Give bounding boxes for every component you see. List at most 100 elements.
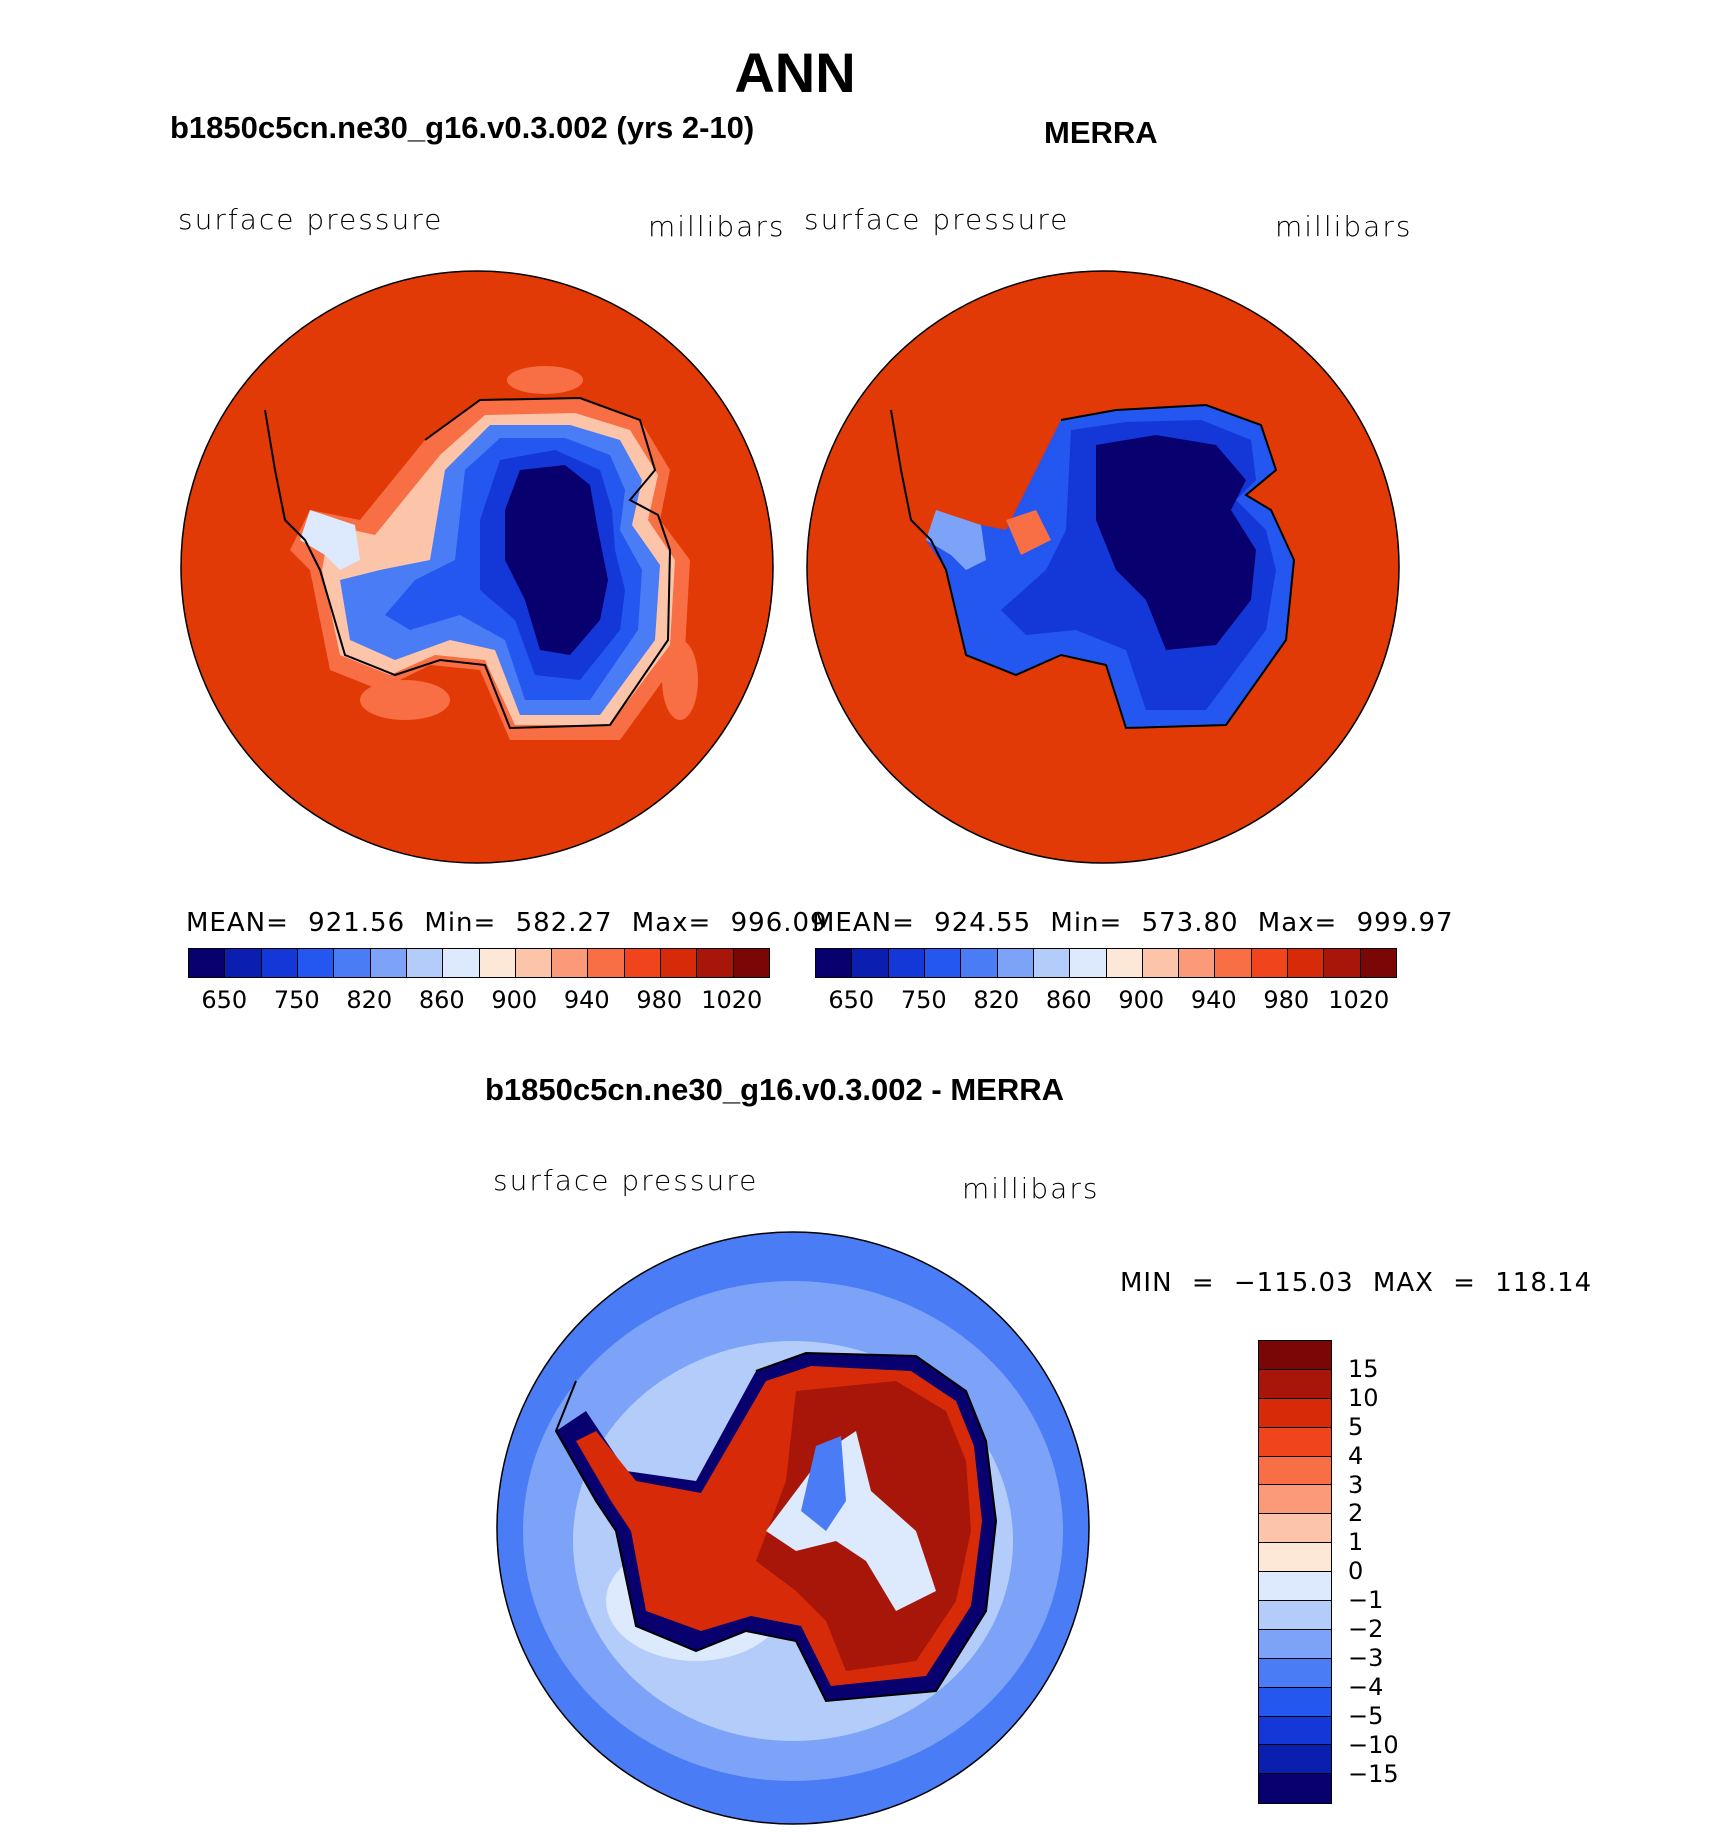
colorbar-tick-label: 2 — [1348, 1499, 1364, 1528]
peninsula — [926, 510, 986, 570]
panel-1-map — [180, 270, 774, 864]
colorbar-swatch — [1259, 1658, 1331, 1688]
diff-stats: MIN = −115.03 MAX = 118.14 — [1120, 1268, 1593, 1298]
colorbar-swatch — [1259, 1716, 1331, 1746]
colorbar-tick-label: −3 — [1348, 1643, 1384, 1672]
colorbar-swatch — [443, 949, 480, 977]
colorbar-swatch — [624, 949, 662, 977]
colorbar-swatch — [1033, 949, 1071, 977]
colorbar-tick-label: 820 — [973, 986, 1020, 1014]
main-title: ANN — [734, 41, 856, 104]
negative-diff — [801, 1436, 846, 1531]
colorbar-swatch — [1259, 1601, 1331, 1630]
colorbar-tick-label: 0 — [1348, 1557, 1364, 1586]
colorbar-tick-label: −5 — [1348, 1701, 1384, 1730]
colorbar-swatch — [1259, 1543, 1331, 1573]
coastal-edge — [1006, 510, 1051, 555]
panel-2-stats: MEAN= 924.55 Min= 573.80 Max= 999.97 — [812, 908, 1454, 938]
colorbar-swatch — [1259, 1485, 1331, 1515]
colorbar-swatch — [225, 949, 262, 977]
diff-units-label: millibars — [962, 1172, 1100, 1205]
colorbar-tick-label: 820 — [346, 986, 393, 1014]
colorbar-swatch — [697, 949, 734, 977]
colorbar-tick-label: 900 — [1118, 986, 1165, 1014]
map-boundary — [806, 270, 1400, 864]
colorbar-tick-label: 1020 — [1328, 986, 1390, 1014]
colorbar-tick-label: 1 — [1348, 1528, 1364, 1557]
coastline — [264, 396, 672, 730]
panel-1-colorbar — [188, 948, 770, 978]
colorbar-tick-label: 860 — [418, 986, 465, 1014]
colorbar-swatch — [1179, 949, 1216, 977]
colorbar-swatch — [406, 949, 444, 977]
colorbar-swatch — [1259, 1774, 1331, 1804]
colorbar-tick-label: 3 — [1348, 1470, 1364, 1499]
colorbar-swatch — [1215, 949, 1252, 977]
colorbar-tick-label: 4 — [1348, 1441, 1364, 1470]
negative-diff — [766, 1431, 936, 1611]
colorbar-swatch — [1259, 1456, 1331, 1486]
colorbar-swatch — [852, 949, 889, 977]
colorbar-tick-label: −4 — [1348, 1672, 1384, 1701]
colorbar-tick-label: 1020 — [701, 986, 763, 1014]
panel-2-colorbar — [815, 948, 1397, 978]
panel-2-map — [806, 270, 1400, 864]
coastline — [890, 403, 1296, 730]
colorbar-swatch — [661, 949, 698, 977]
colorbar-swatch — [261, 949, 298, 977]
colorbar-swatch — [997, 949, 1034, 977]
colorbar-swatch — [1288, 949, 1325, 977]
colorbar-swatch — [1259, 1745, 1331, 1775]
colorbar-tick-label: 5 — [1348, 1412, 1364, 1441]
panel-1-stats: MEAN= 921.56 Min= 582.27 Max= 996.09 — [186, 908, 828, 938]
panel-1-title: b1850c5cn.ne30_g16.v0.3.002 (yrs 2-10) — [170, 110, 755, 145]
colorbar-swatch — [1142, 949, 1180, 977]
pressure-anomaly-patch — [507, 366, 583, 394]
ice-sheet-3 — [1096, 435, 1256, 650]
colorbar-swatch — [1259, 1369, 1331, 1399]
diff-panel-title: b1850c5cn.ne30_g16.v0.3.002 - MERRA — [485, 1072, 1064, 1107]
ice-sheet-4 — [505, 465, 608, 655]
diff-map — [496, 1231, 1090, 1825]
colorbar-swatch — [961, 949, 998, 977]
colorbar-tick-label: −10 — [1348, 1730, 1399, 1759]
colorbar-swatch — [1259, 1427, 1331, 1457]
colorbar-swatch — [1259, 1514, 1331, 1544]
colorbar-tick-label: −2 — [1348, 1615, 1384, 1643]
diff-colorbar — [1258, 1340, 1332, 1805]
colorbar-tick-label: 980 — [1263, 986, 1310, 1014]
colorbar-tick-label: 980 — [636, 986, 683, 1014]
colorbar-swatch — [888, 949, 925, 977]
colorbar-swatch — [1324, 949, 1361, 977]
colorbar-swatch — [297, 949, 335, 977]
colorbar-swatch — [1259, 1629, 1331, 1659]
panel-1-variable-label: surface pressure — [178, 203, 444, 236]
panel-2-title: MERRA — [1044, 115, 1158, 150]
colorbar-swatch — [588, 949, 625, 977]
colorbar-swatch — [1259, 1398, 1331, 1428]
colorbar-tick-label: 940 — [1190, 986, 1237, 1014]
colorbar-tick-label: 750 — [273, 986, 320, 1014]
pressure-anomaly-patch — [360, 680, 450, 720]
coastline — [554, 1351, 998, 1703]
map-boundary — [496, 1231, 1090, 1825]
panel-1-units-label: millibars — [648, 210, 786, 243]
colorbar-swatch — [515, 949, 553, 977]
colorbar-swatch — [1106, 949, 1143, 977]
colorbar-swatch — [733, 949, 769, 977]
colorbar-swatch — [1360, 949, 1396, 977]
colorbar-swatch — [1259, 1572, 1331, 1602]
colorbar-tick-label: 10 — [1348, 1383, 1379, 1412]
colorbar-swatch — [924, 949, 962, 977]
colorbar-tick-label: −15 — [1348, 1759, 1399, 1788]
colorbar-swatch — [370, 949, 407, 977]
colorbar-tick-label: 750 — [900, 986, 947, 1014]
panel-2-variable-label: surface pressure — [804, 203, 1070, 236]
colorbar-tick-label: 860 — [1045, 986, 1092, 1014]
colorbar-tick-label: 15 — [1348, 1354, 1379, 1383]
colorbar-swatch — [1251, 949, 1289, 977]
colorbar-tick-label: 650 — [828, 986, 875, 1014]
panel-2-units-label: millibars — [1275, 210, 1413, 243]
colorbar-swatch — [816, 949, 853, 977]
colorbar-tick-label: 900 — [491, 986, 538, 1014]
